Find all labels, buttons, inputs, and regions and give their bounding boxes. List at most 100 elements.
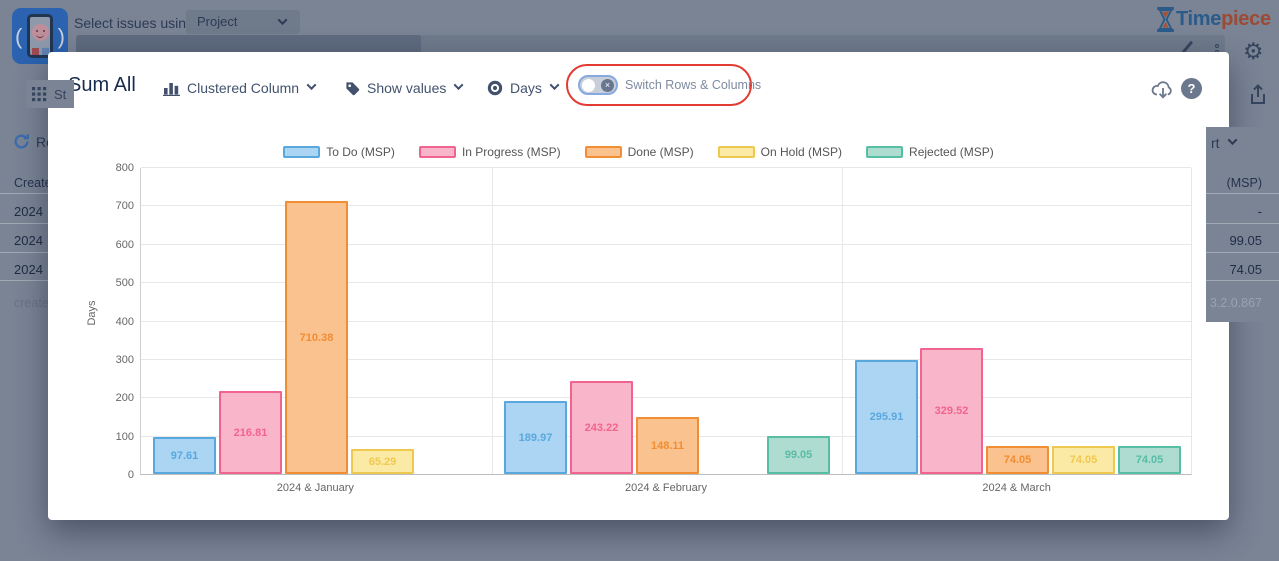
chart-type-label: Clustered Column xyxy=(187,80,300,96)
legend-item[interactable]: Rejected (MSP) xyxy=(866,145,994,159)
bar-on-hold-msp-[interactable]: 65.29 xyxy=(351,449,414,474)
legend-item[interactable]: Done (MSP) xyxy=(584,145,694,159)
bar-value-label: 97.61 xyxy=(170,449,199,462)
legend-label: In Progress (MSP) xyxy=(461,145,561,159)
legend-label: Done (MSP) xyxy=(627,145,694,159)
y-tick-label: 700 xyxy=(115,200,134,213)
toggle-off-x-icon: × xyxy=(601,78,614,92)
bar-in-progress-msp-[interactable]: 329.52 xyxy=(920,348,983,474)
tag-icon xyxy=(346,81,360,95)
unit-dropdown[interactable]: Days xyxy=(487,80,560,96)
gridline xyxy=(141,320,1191,322)
chart-modal: Sum All Clustered Column Show values xyxy=(48,52,1229,520)
bar-value-label: 189.97 xyxy=(518,431,553,444)
bar-rejected-msp-[interactable]: 99.05 xyxy=(767,436,830,474)
nav-chip-fragment: St xyxy=(54,86,67,102)
legend-item[interactable]: On Hold (MSP) xyxy=(717,145,843,159)
bar-value-label: 74.05 xyxy=(1003,454,1032,466)
table-cell: - xyxy=(1257,204,1262,219)
bar-value-label: 99.05 xyxy=(784,449,813,461)
legend-label: Rejected (MSP) xyxy=(909,145,994,159)
refresh-icon[interactable] xyxy=(13,133,30,150)
background-right-panel: rt (MSP) - 99.05 74.05 3.2.0.867 xyxy=(1206,127,1279,322)
gridline xyxy=(141,205,1191,207)
category-separator xyxy=(492,168,493,474)
toggle-knob xyxy=(582,78,595,92)
gridline xyxy=(141,282,1191,284)
chart-legend: To Do (MSP) In Progress (MSP) Done (MSP) On… xyxy=(48,145,1229,159)
target-icon xyxy=(487,80,503,96)
unit-label: Days xyxy=(510,80,542,96)
bar-done-msp-[interactable]: 74.05 xyxy=(986,446,1049,474)
legend-swatch xyxy=(584,146,622,158)
legend-swatch xyxy=(283,146,321,158)
switch-rows-columns-toggle[interactable]: × xyxy=(578,75,618,95)
bar-to-do-msp-[interactable]: 189.97 xyxy=(504,401,567,474)
download-cloud-icon[interactable] xyxy=(1150,78,1176,100)
version-label: 3.2.0.867 xyxy=(1209,296,1262,310)
chevron-down-icon xyxy=(306,80,317,91)
legend-item[interactable]: To Do (MSP) xyxy=(283,145,395,159)
chevron-down-icon xyxy=(453,80,464,91)
bar-to-do-msp-[interactable]: 97.61 xyxy=(153,437,216,474)
bar-value-label: 65.29 xyxy=(368,455,397,468)
legend-label: On Hold (MSP) xyxy=(760,145,843,159)
bar-value-label: 74.05 xyxy=(1069,454,1098,466)
grid-icon xyxy=(32,86,47,101)
created-column-header: Created xyxy=(14,176,59,190)
bar-value-label: 329.52 xyxy=(934,405,969,417)
chevron-down-icon xyxy=(1227,135,1238,146)
bar-value-label: 295.91 xyxy=(869,411,904,423)
modal-title: Sum All xyxy=(68,74,136,96)
legend-swatch xyxy=(866,146,904,158)
export-dropdown-fragment[interactable]: rt xyxy=(1211,135,1238,151)
bar-rejected-msp-[interactable]: 74.05 xyxy=(1118,446,1181,474)
help-icon[interactable]: ? xyxy=(1181,78,1202,99)
legend-item[interactable]: In Progress (MSP) xyxy=(418,145,561,159)
table-cell: 99.05 xyxy=(1229,233,1262,248)
gridline xyxy=(141,358,1191,360)
gridline xyxy=(141,167,1191,168)
bar-in-progress-msp-[interactable]: 216.81 xyxy=(219,391,282,474)
gridline xyxy=(141,397,1191,399)
table-row[interactable]: 2024 xyxy=(14,233,43,248)
x-axis-category-label: 2024 & January xyxy=(276,482,354,494)
bar-value-label: 148.11 xyxy=(650,439,685,452)
chart-type-dropdown[interactable]: Clustered Column xyxy=(163,80,317,96)
smiley-face-icon xyxy=(32,24,49,41)
project-dropdown[interactable]: Project xyxy=(186,10,300,34)
x-axis-category-label: 2024 & March xyxy=(982,482,1051,494)
y-tick-label: 800 xyxy=(115,162,134,174)
annotation-red-ellipse: × Switch Rows & Columns xyxy=(566,64,761,106)
column-chart-icon xyxy=(163,82,180,96)
table-row[interactable]: 2024 xyxy=(14,262,43,277)
category-separator xyxy=(842,168,843,474)
bar-done-msp-[interactable]: 710.38 xyxy=(285,201,348,474)
select-issues-label: Select issues using xyxy=(74,15,194,31)
legend-label: To Do (MSP) xyxy=(326,145,395,159)
x-axis-category-label: 2024 & February xyxy=(625,482,707,494)
chart-plot-area: 97.61 216.81 710.38 65.29 189.97 243.22 148.11… xyxy=(140,167,1192,475)
gear-icon[interactable]: ⚙ xyxy=(1243,38,1264,64)
bar-value-label: 710.38 xyxy=(299,331,334,344)
table-row[interactable]: 2024 xyxy=(14,204,43,219)
y-tick-label: 500 xyxy=(115,277,134,290)
chevron-down-icon xyxy=(549,80,560,91)
hourglass-icon xyxy=(1157,7,1174,32)
table-cell: 74.05 xyxy=(1229,262,1262,277)
bar-value-label: 216.81 xyxy=(233,426,268,439)
show-values-dropdown[interactable]: Show values xyxy=(345,80,464,96)
export-icon[interactable] xyxy=(1248,84,1268,106)
bar-to-do-msp-[interactable]: 295.91 xyxy=(855,360,918,474)
show-values-label: Show values xyxy=(367,80,447,96)
msp-column-header: (MSP) xyxy=(1226,176,1262,190)
y-axis-title: Days xyxy=(86,300,98,326)
bar-done-msp-[interactable]: 148.11 xyxy=(636,417,699,474)
y-tick-label: 100 xyxy=(115,430,134,443)
bar-value-label: 74.05 xyxy=(1135,454,1164,466)
y-tick-label: 300 xyxy=(115,353,134,366)
bar-value-label: 243.22 xyxy=(584,421,619,434)
bar-in-progress-msp-[interactable]: 243.22 xyxy=(570,381,633,474)
sidebar-apps-chip[interactable]: St xyxy=(26,80,74,108)
bar-on-hold-msp-[interactable]: 74.05 xyxy=(1052,446,1115,474)
